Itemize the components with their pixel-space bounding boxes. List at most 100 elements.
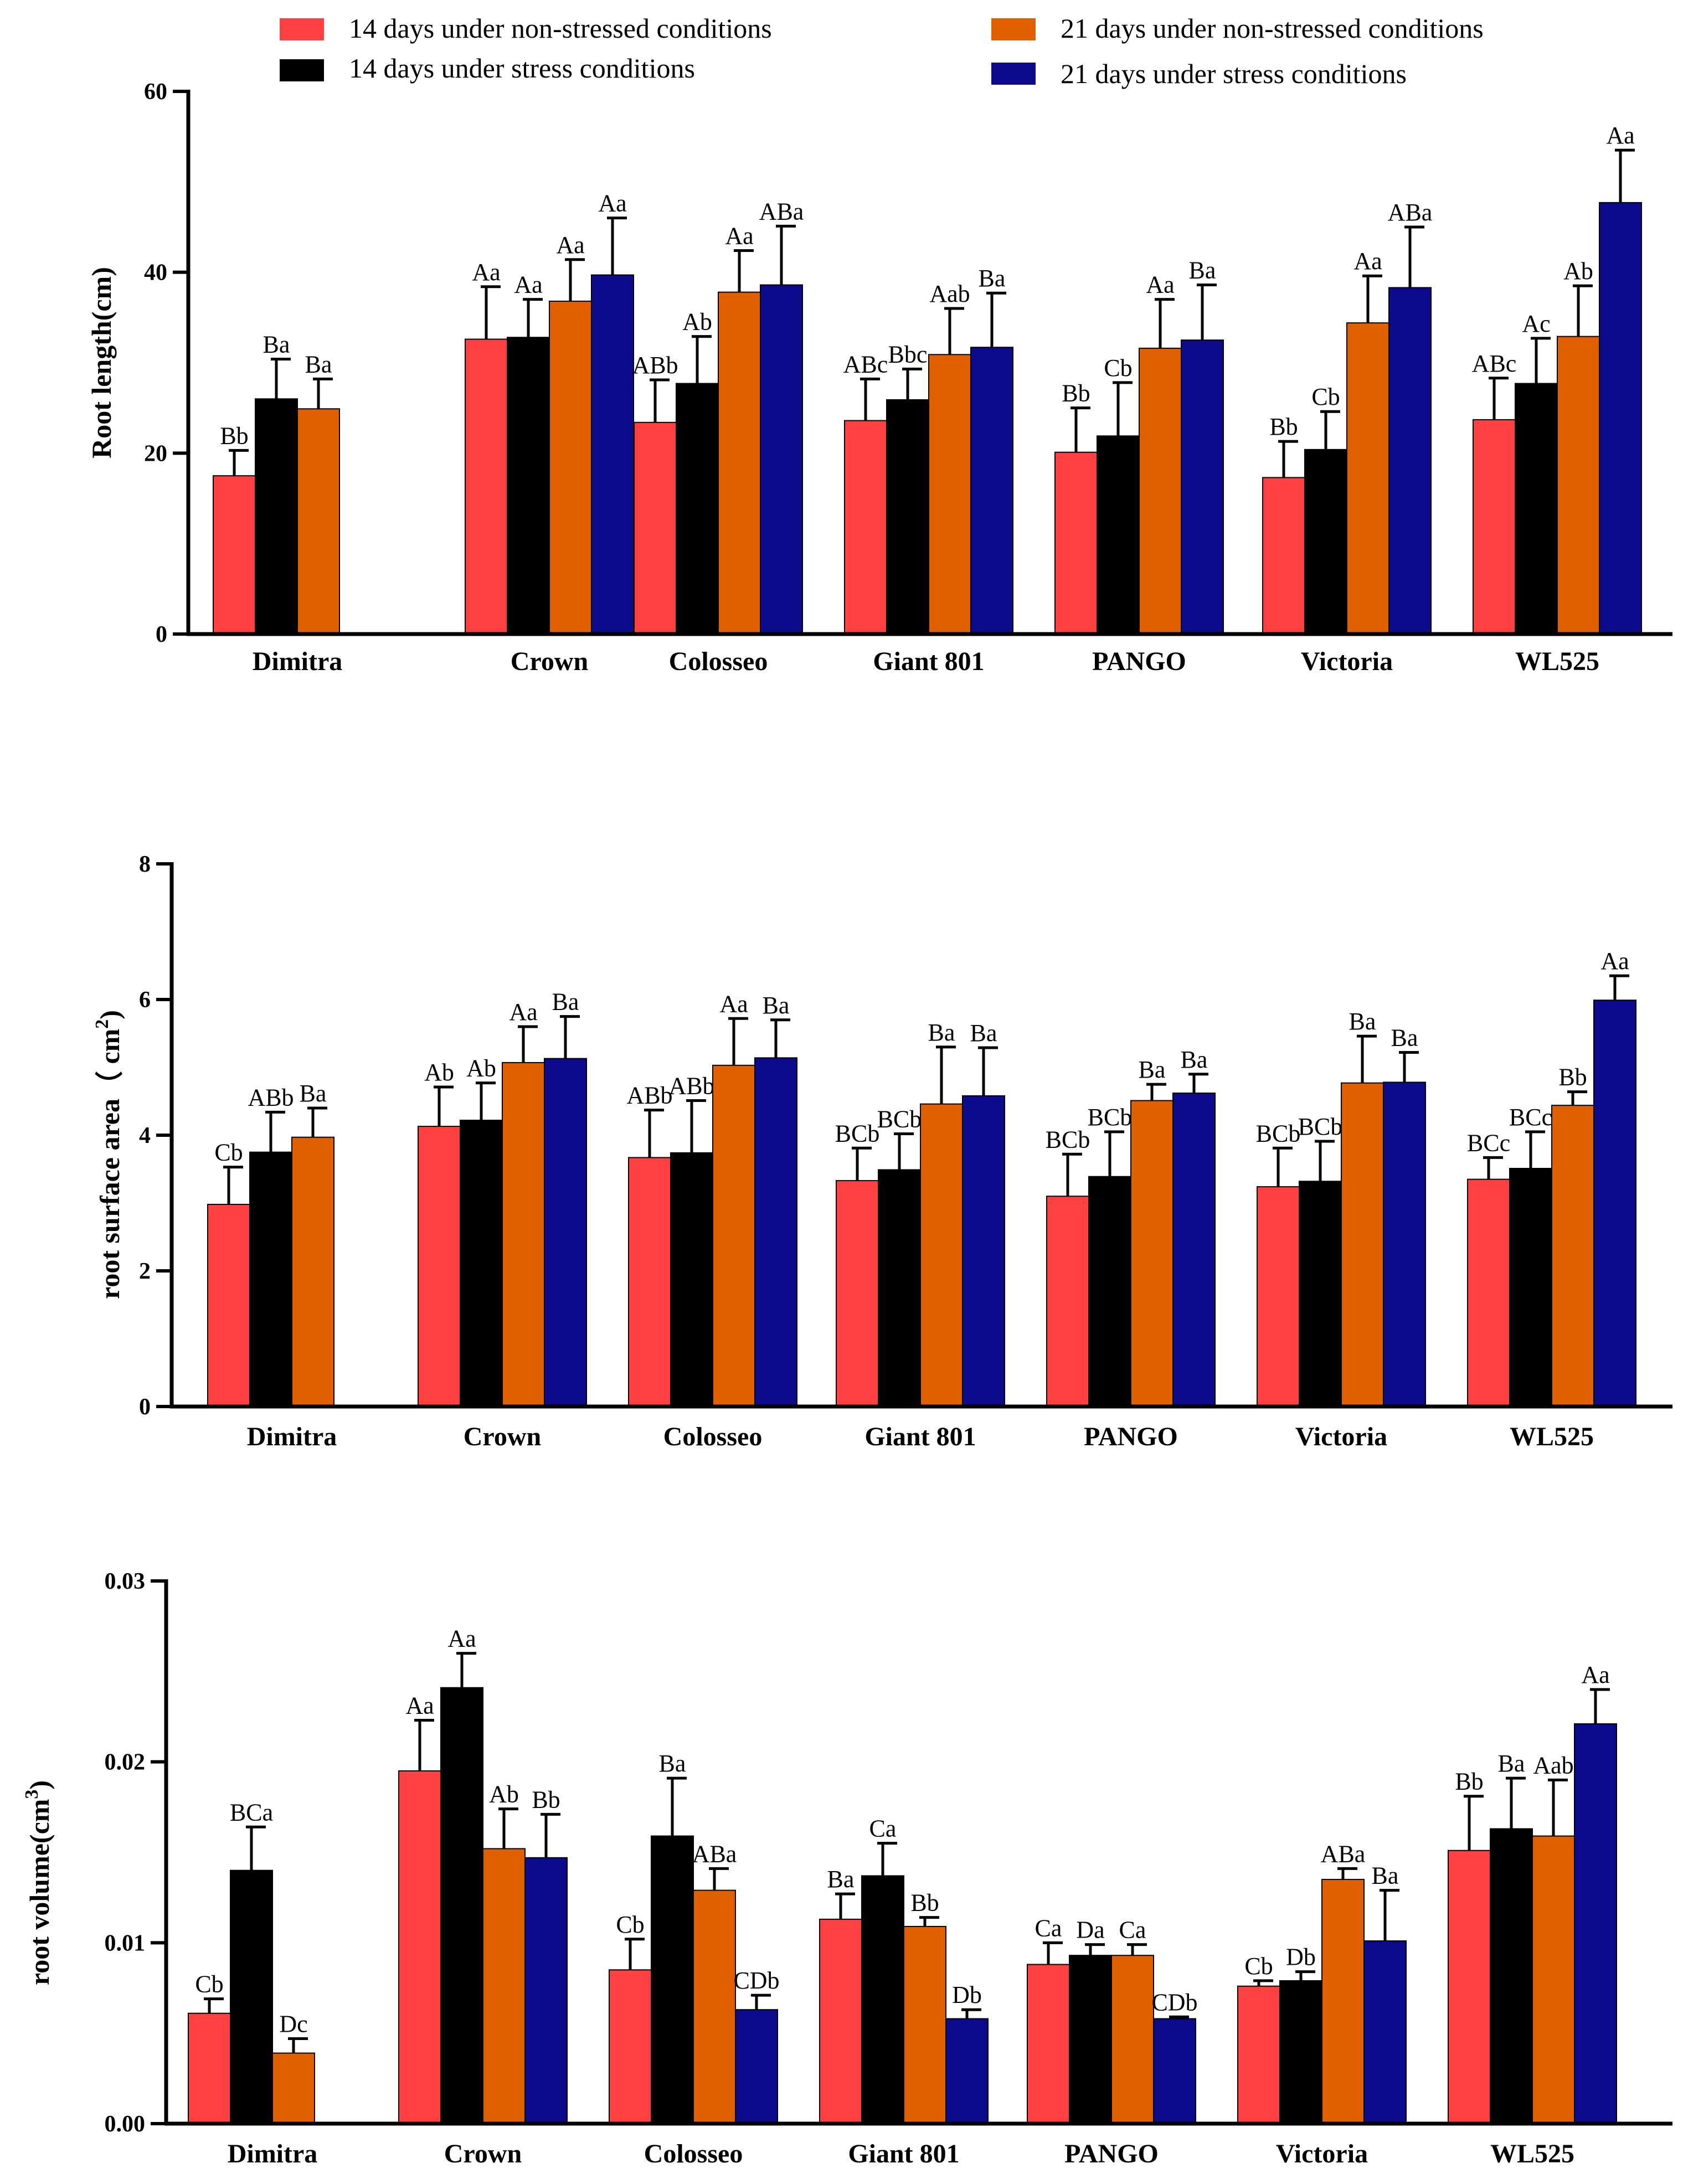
bar: [418, 1126, 461, 1407]
significance-label: Aa: [509, 998, 537, 1026]
significance-label: Aa: [1600, 947, 1629, 975]
bar: [465, 338, 508, 635]
category-label: Crown: [464, 1422, 541, 1451]
bar: [524, 1857, 568, 2125]
significance-label: Ca: [1119, 1917, 1146, 1944]
legend-swatch: [991, 18, 1036, 40]
bar: [819, 1918, 862, 2125]
significance-label: Aa: [719, 990, 748, 1017]
bar: [1341, 1082, 1384, 1408]
category-label: PANGO: [1084, 1422, 1178, 1451]
y-axis-label: root surface area（ cm2): [92, 1010, 125, 1299]
category-label: Dimitra: [253, 647, 343, 676]
bar: [970, 347, 1013, 635]
legend-label: 21 days under non-stressed conditions: [1061, 13, 1484, 44]
bar: [1097, 435, 1140, 635]
significance-label: Aa: [1581, 1661, 1609, 1688]
legend-label: 14 days under non-stressed conditions: [349, 13, 772, 44]
bar: [1069, 1955, 1112, 2124]
significance-label: ABb: [248, 1084, 294, 1111]
bar: [886, 399, 929, 635]
bar: [1557, 336, 1600, 635]
y-tick-label: 8: [139, 852, 151, 877]
panel-root-volume: root volume(cm3) Cb BCa Dc Dimitra Aa Aa Ab Bb C…: [22, 1569, 1672, 2168]
bar: [609, 1969, 652, 2124]
significance-label: BCb: [1256, 1120, 1301, 1147]
bar: [1448, 1850, 1491, 2125]
bar: [1279, 1980, 1322, 2125]
y-tick-label: 0.00: [105, 2111, 146, 2137]
category-label: PANGO: [1064, 2139, 1159, 2168]
bar: [1130, 1100, 1174, 1407]
significance-label: CDb: [733, 1967, 779, 1994]
bar: [507, 337, 550, 635]
significance-label: Ba: [305, 351, 332, 378]
bar: [1262, 477, 1305, 635]
significance-label: BCa: [230, 1799, 273, 1826]
bar: [249, 1151, 292, 1407]
significance-label: Ba: [827, 1866, 855, 1893]
significance-label: BCc: [1509, 1104, 1552, 1131]
significance-label: Cb: [1311, 383, 1340, 410]
y-axis-label-end: ): [24, 1780, 55, 1790]
bar: [1139, 347, 1182, 635]
significance-label: Aab: [1533, 1752, 1573, 1779]
bar: [1321, 1879, 1365, 2124]
panel-root-length: Root length(cm) Bb Ba Ba Dimitra Aa Aa Aa Aa Cro…: [86, 79, 1672, 676]
significance-label: Bb: [1062, 380, 1090, 407]
significance-label: BCb: [1088, 1104, 1133, 1131]
significance-label: Aa: [1146, 271, 1174, 298]
bar: [1490, 1828, 1533, 2125]
y-tick-label: 0: [139, 1394, 151, 1420]
bar: [628, 1157, 671, 1408]
bar: [1054, 451, 1098, 635]
legend: 14 days under non-stressed conditions 14…: [280, 13, 1484, 89]
bar: [962, 1095, 1005, 1407]
y-axis-label-main: root surface area（ cm: [94, 1029, 125, 1299]
bar: [754, 1057, 797, 1407]
significance-label: Ba: [1498, 1750, 1525, 1777]
significance-label: Ba: [1349, 1008, 1376, 1035]
significance-label: Cb: [616, 1911, 644, 1938]
bar: [213, 475, 256, 635]
category-label: Crown: [444, 2139, 522, 2168]
bar: [928, 354, 971, 635]
bar: [1551, 1105, 1594, 1407]
bar: [544, 1058, 587, 1407]
significance-label: Ba: [928, 1019, 955, 1046]
category-label: Colosseo: [644, 2139, 743, 2168]
significance-label: Ab: [489, 1781, 519, 1808]
category-label: Dimitra: [228, 2139, 318, 2168]
significance-label: Ba: [552, 988, 579, 1016]
category-label: Giant 801: [848, 2139, 959, 2168]
significance-label: CDb: [1151, 1989, 1197, 2016]
significance-label: Ba: [1139, 1056, 1166, 1083]
significance-label: Bbc: [888, 341, 928, 368]
bar: [188, 2012, 231, 2125]
significance-label: Cb: [1104, 354, 1132, 382]
category-label: Giant 801: [864, 1422, 976, 1451]
bar: [460, 1120, 503, 1408]
significance-label: Aa: [447, 1625, 476, 1652]
bar: [945, 2018, 989, 2125]
bar: [291, 1136, 334, 1408]
bar: [651, 1835, 694, 2125]
legend-swatch: [280, 18, 324, 40]
bar: [1515, 383, 1558, 635]
category-label: Dimitra: [247, 1422, 337, 1451]
bar: [272, 2052, 315, 2125]
significance-label: Ca: [869, 1815, 897, 1842]
bar: [861, 1875, 904, 2124]
bar: [1388, 287, 1432, 635]
bar: [230, 1869, 273, 2125]
bar: [1153, 2018, 1196, 2125]
legend-label: 14 days under stress conditions: [349, 53, 695, 84]
significance-label: BCb: [1298, 1113, 1343, 1140]
bar: [440, 1687, 483, 2125]
significance-label: Bb: [1269, 413, 1298, 440]
significance-label: Ba: [263, 331, 290, 358]
